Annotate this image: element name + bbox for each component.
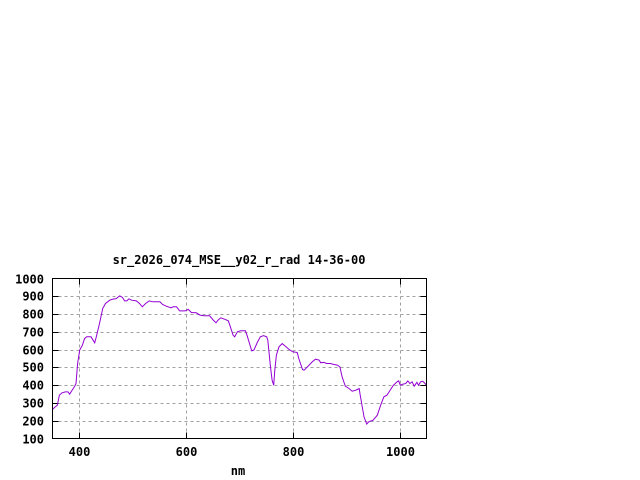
y-tick-label: 200: [22, 415, 44, 429]
series-line: [52, 295, 427, 426]
y-tick-label: 500: [22, 361, 44, 375]
y-tick-label: 900: [22, 290, 44, 304]
chart-title: sr_2026_074_MSE__y02_r_rad 14-36-00: [113, 253, 366, 268]
x-axis-label: nm: [231, 464, 245, 478]
y-tick-label: 100: [22, 433, 44, 447]
x-tick-label: 400: [69, 445, 91, 459]
grid: [52, 278, 427, 439]
y-tick-label: 800: [22, 308, 44, 322]
y-tick-labels: 100 200 300 400 500 600 700 800 900 1000: [15, 273, 44, 447]
plot-border: [52, 278, 427, 439]
y-tick-label: 1000: [15, 273, 44, 287]
y-tick-label: 300: [22, 397, 44, 411]
y-tick-label: 600: [22, 344, 44, 358]
x-tick-label: 600: [176, 445, 198, 459]
x-tick-label: 1000: [386, 445, 415, 459]
y-tick-label: 400: [22, 379, 44, 393]
ticks: [52, 278, 427, 439]
x-tick-label: 800: [283, 445, 305, 459]
y-tick-label: 700: [22, 326, 44, 340]
x-tick-labels: 400 600 800 1000: [69, 445, 415, 459]
